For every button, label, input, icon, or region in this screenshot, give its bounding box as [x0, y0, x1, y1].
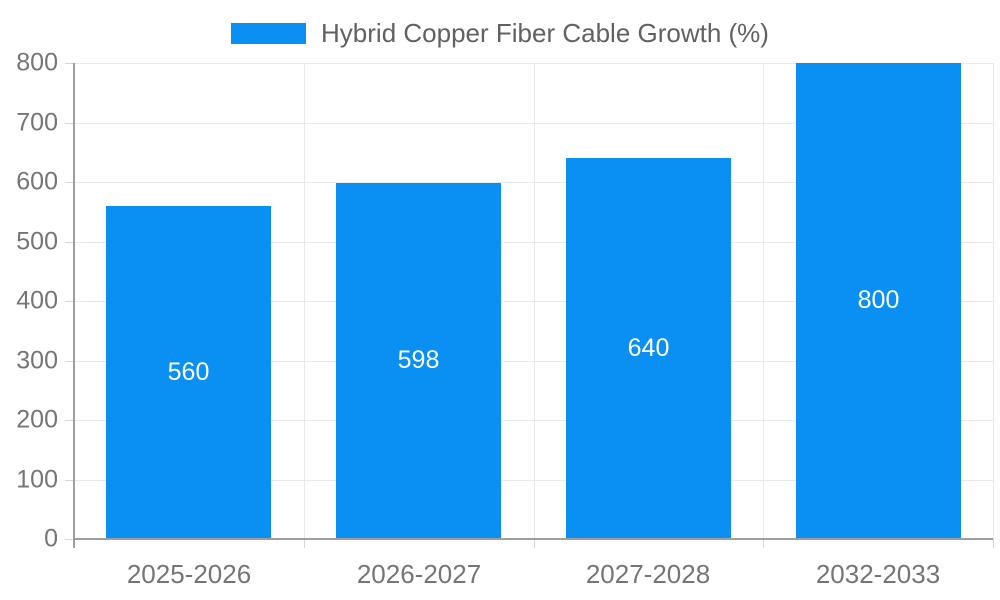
x-axis-tick	[763, 539, 764, 548]
y-axis-line	[73, 63, 75, 548]
y-gridline	[74, 480, 993, 481]
x-axis-tick	[304, 539, 305, 548]
y-axis-tick	[65, 63, 74, 64]
legend[interactable]: Hybrid Copper Fiber Cable Growth (%)	[0, 18, 1000, 49]
y-axis-tick	[65, 539, 74, 540]
x-axis-category-label: 2032-2033	[815, 559, 941, 589]
bar[interactable]: 560	[106, 206, 271, 538]
x-axis-tick	[993, 539, 994, 548]
x-axis-category-label: 2025-2026	[126, 559, 252, 589]
y-axis-tick-label: 700	[16, 108, 58, 137]
x-axis-line	[73, 538, 993, 540]
y-axis-tick	[65, 480, 74, 481]
bar-value-label: 598	[397, 346, 440, 374]
y-gridline	[74, 301, 993, 302]
y-axis-tick	[65, 242, 74, 243]
y-axis-tick-label: 100	[16, 465, 58, 494]
y-axis-tick-label: 800	[16, 48, 58, 77]
x-axis-tick	[534, 539, 535, 548]
y-gridline	[74, 361, 993, 362]
bar[interactable]: 640	[566, 158, 731, 538]
y-axis-tick-label: 200	[16, 405, 58, 434]
y-gridline	[74, 420, 993, 421]
y-axis-tick	[65, 182, 74, 183]
bar-value-label: 800	[857, 286, 900, 314]
bar-value-label: 640	[627, 333, 670, 362]
y-gridline	[74, 63, 993, 64]
y-axis-tick-label: 600	[16, 167, 58, 196]
y-axis-tick	[65, 123, 74, 124]
x-axis-category-label: 2027-2028	[585, 559, 711, 589]
y-axis-tick	[65, 420, 74, 421]
y-axis-tick-label: 0	[44, 524, 58, 553]
y-gridline	[74, 182, 993, 183]
y-axis-tick-label: 500	[16, 227, 58, 256]
y-gridline	[74, 242, 993, 243]
bar[interactable]: 800	[796, 63, 961, 538]
bar[interactable]: 598	[336, 183, 501, 538]
y-axis-tick-label: 400	[16, 286, 58, 315]
y-gridline	[74, 123, 993, 124]
y-axis-tick	[65, 301, 74, 302]
category-boundary-line	[534, 63, 535, 539]
legend-swatch	[231, 23, 307, 44]
category-boundary-line	[304, 63, 305, 539]
bar-value-label: 560	[167, 357, 210, 386]
category-boundary-line	[993, 63, 994, 539]
category-boundary-line	[763, 63, 764, 539]
legend-label: Hybrid Copper Fiber Cable Growth (%)	[321, 18, 769, 48]
y-axis-tick-label: 300	[16, 346, 58, 375]
x-axis-category-label: 2026-2027	[356, 559, 482, 589]
y-axis-tick	[65, 361, 74, 362]
